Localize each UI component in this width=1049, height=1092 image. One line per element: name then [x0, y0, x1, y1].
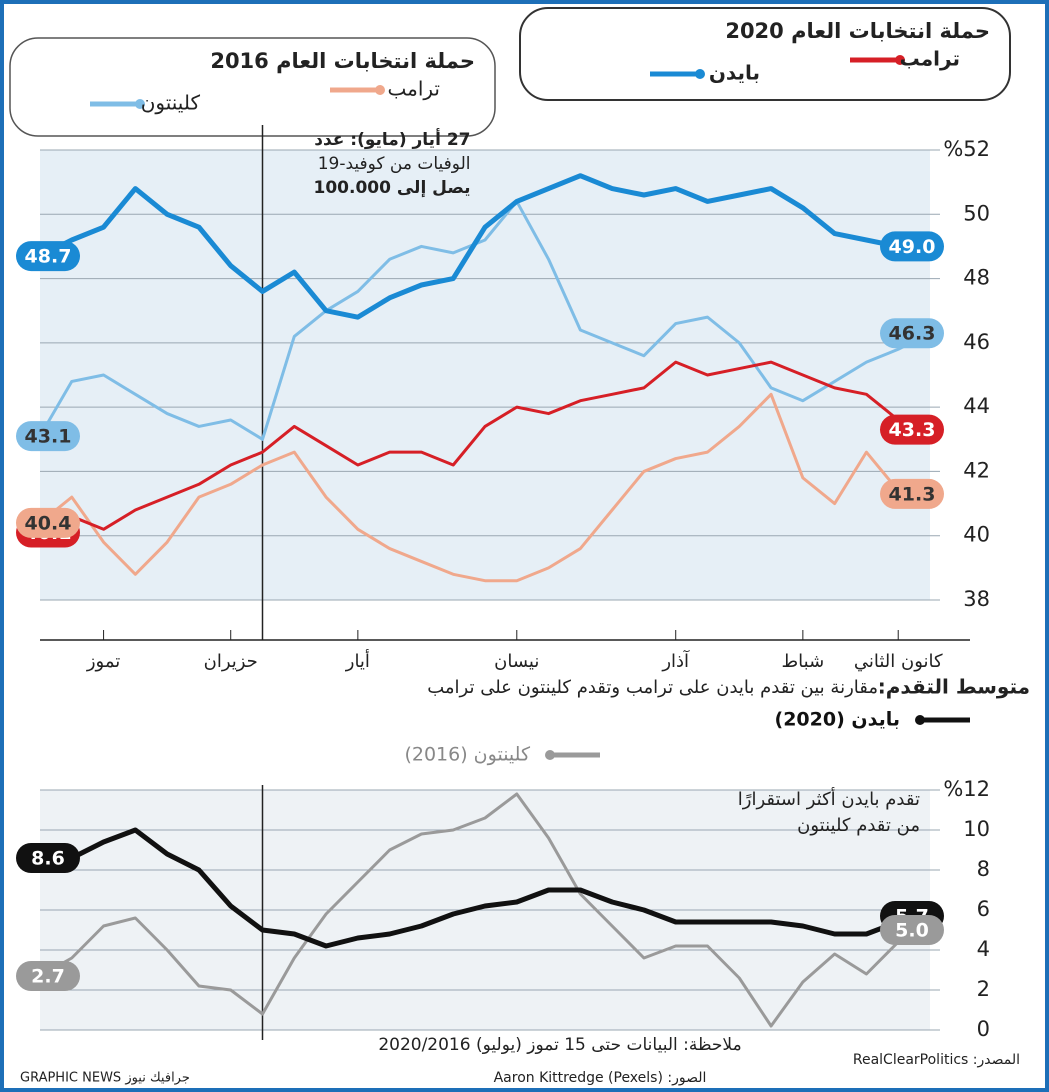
y-tick-label: 42 [963, 458, 990, 482]
legend-label: ترامب [900, 47, 960, 71]
y-tick-label: 0 [977, 1017, 990, 1041]
y-tick-label: %12 [943, 777, 990, 801]
y-tick-label: 2 [977, 977, 990, 1001]
legend-swatch [375, 85, 385, 95]
y-tick-label: 44 [963, 394, 990, 418]
x-tick-label: كانون الثاني [854, 651, 943, 672]
legend-label: بايدن [709, 61, 760, 85]
x-tick-label: أيار [345, 649, 370, 672]
value-label: 8.6 [31, 848, 65, 870]
x-tick-label: آذار [661, 649, 690, 672]
legend-label: كلينتون (2016) [404, 744, 530, 766]
x-tick-label: شباط [782, 651, 825, 672]
value-label: 46.3 [889, 323, 936, 345]
value-label: 43.1 [25, 426, 72, 448]
y-tick-label: 46 [963, 330, 990, 354]
legend-label: كلينتون [141, 91, 201, 115]
annotation: تقدم بايدن أكثر استقرارًا [738, 787, 920, 810]
legend-swatch [915, 715, 925, 725]
legend-label: ترامب [387, 77, 440, 101]
value-label: 41.3 [889, 483, 936, 505]
legend-label: بايدن (2020) [775, 709, 900, 731]
value-label: 49.0 [889, 236, 936, 258]
y-tick-label: 8 [977, 857, 990, 881]
y-tick-label: 4 [977, 937, 990, 961]
x-tick-label: حزيران [204, 651, 258, 672]
legend-title: حملة انتخابات العام 2020 [725, 19, 990, 43]
y-tick-label: 50 [963, 201, 990, 225]
value-label: 43.3 [889, 419, 936, 441]
annotation: يصل إلى 100.000 [314, 178, 471, 198]
x-tick-label: نيسان [494, 651, 539, 672]
annotation: من تقدم كلينتون [797, 815, 920, 836]
value-label: 48.7 [25, 246, 72, 268]
legend-swatch [695, 69, 705, 79]
chart-title-lead: متوسط التقدم: [878, 675, 1030, 699]
value-label: 5.0 [895, 920, 929, 942]
source: المصدر: RealClearPolitics [853, 1052, 1020, 1068]
brand: GRAPHIC NEWS جرافيك نيوز [20, 1071, 190, 1086]
y-tick-label: %52 [943, 137, 990, 161]
value-label: 40.4 [25, 512, 72, 534]
y-tick-label: 40 [963, 523, 990, 547]
annotation: الوفيات من كوفيد-19 [318, 154, 471, 174]
chart-title: مقارنة بين تقدم بايدن على ترامب وتقدم كل… [427, 677, 878, 698]
legend-swatch [545, 750, 555, 760]
y-tick-label: 38 [963, 587, 990, 611]
y-tick-label: 48 [963, 266, 990, 290]
y-tick-label: 10 [963, 817, 990, 841]
note: ملاحظة: البيانات حتى 15 تموز (يوليو) 202… [378, 1035, 741, 1055]
infographic: المصدر: RealClearPolitics الصور: (Aaron … [0, 0, 1049, 1092]
y-tick-label: 6 [977, 897, 990, 921]
photo-credit: الصور: (Aaron Kittredge (Pexels [494, 1070, 707, 1086]
value-label: 2.7 [31, 966, 65, 988]
legend-title: حملة انتخابات العام 2016 [210, 49, 475, 73]
x-tick-label: تموز [86, 651, 120, 672]
annotation: 27 أيار (مايو): عدد [314, 128, 470, 150]
